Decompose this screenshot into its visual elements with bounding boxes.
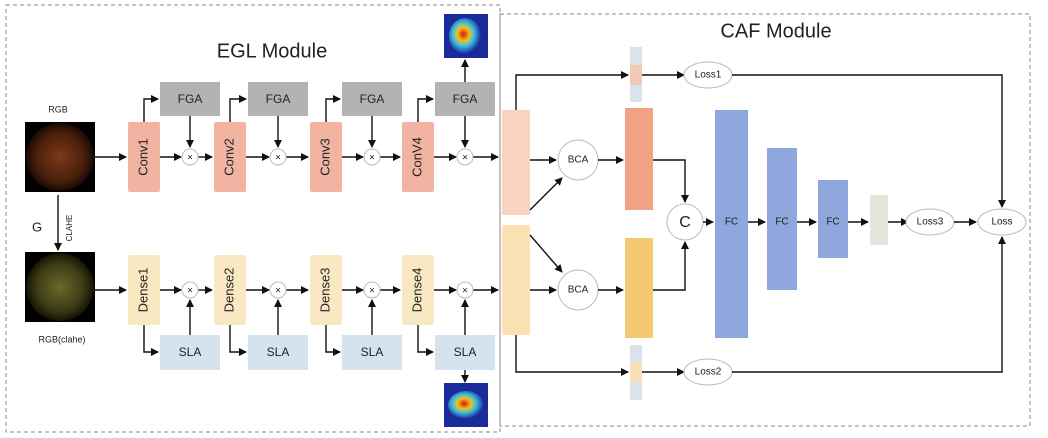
bca-out-2	[625, 238, 653, 338]
connector	[653, 242, 685, 290]
diagram: EGL Module CAF Module RGB RGB(clahe) G C…	[0, 0, 1048, 438]
fc-label: FC	[826, 217, 839, 228]
connector	[516, 75, 628, 110]
conv-label: Conv3	[317, 138, 332, 176]
connector	[230, 99, 246, 122]
multiply-label: ×	[187, 153, 193, 164]
connector	[418, 325, 433, 352]
multiply-label: ×	[275, 153, 281, 164]
fc-label: FC	[775, 217, 788, 228]
conv-label: Conv2	[221, 138, 236, 176]
connector	[230, 325, 246, 352]
fga-label: FGA	[453, 92, 478, 106]
g-label: G	[32, 219, 42, 234]
multiply-label: ×	[462, 286, 468, 297]
connector	[144, 99, 158, 122]
loss-label: Loss2	[695, 367, 722, 378]
clahe-label: CLAHE	[65, 215, 74, 242]
pool-block	[870, 195, 888, 245]
connector	[144, 325, 158, 352]
multiply-label: ×	[275, 286, 281, 297]
multiply-label: ×	[369, 153, 375, 164]
caf-title: CAF Module	[720, 20, 831, 42]
rgb-clahe-label: RGB(clahe)	[38, 334, 85, 344]
loss-label: Loss1	[695, 70, 722, 81]
sla-label: SLA	[179, 345, 202, 359]
heatmap-bottom-blob	[448, 391, 484, 419]
dense-label: Dense4	[409, 268, 424, 313]
rgb-fundus	[26, 123, 94, 191]
connector	[326, 325, 340, 352]
fga-label: FGA	[360, 92, 385, 106]
connector	[326, 99, 340, 122]
loss-label: Loss3	[917, 217, 944, 228]
dense-label: Dense2	[221, 268, 236, 313]
multiply-label: ×	[187, 286, 193, 297]
concat-label: C	[679, 214, 691, 231]
conv-label: Conv1	[135, 138, 150, 176]
multiply-label: ×	[462, 153, 468, 164]
connector	[530, 235, 562, 272]
feature-dense	[502, 225, 530, 335]
multiply-label: ×	[369, 286, 375, 297]
clahe-fundus	[26, 253, 94, 321]
page: { "modules": {"egl": "EGL Module", "caf"…	[0, 0, 1048, 438]
dense-label: Dense1	[135, 268, 150, 313]
small-2b	[630, 362, 642, 382]
rgb-label: RGB	[48, 104, 68, 114]
connector	[516, 335, 628, 372]
sla-label: SLA	[267, 345, 290, 359]
small-1b	[630, 65, 642, 85]
fga-label: FGA	[178, 92, 203, 106]
bca-out-1	[625, 108, 653, 210]
bca-label: BCA	[568, 285, 589, 296]
egl-title: EGL Module	[217, 40, 327, 62]
sla-label: SLA	[454, 345, 477, 359]
heatmap-top-blob	[449, 18, 481, 54]
connector	[530, 178, 562, 210]
dense-label: Dense3	[317, 268, 332, 313]
sla-label: SLA	[361, 345, 384, 359]
fga-label: FGA	[266, 92, 291, 106]
feature-egl	[502, 110, 530, 215]
connector	[418, 99, 433, 122]
connector	[653, 160, 685, 202]
conv-label: ConV4	[409, 137, 424, 177]
loss-label: Loss	[991, 217, 1012, 228]
bca-label: BCA	[568, 155, 589, 166]
fc-label: FC	[725, 217, 738, 228]
